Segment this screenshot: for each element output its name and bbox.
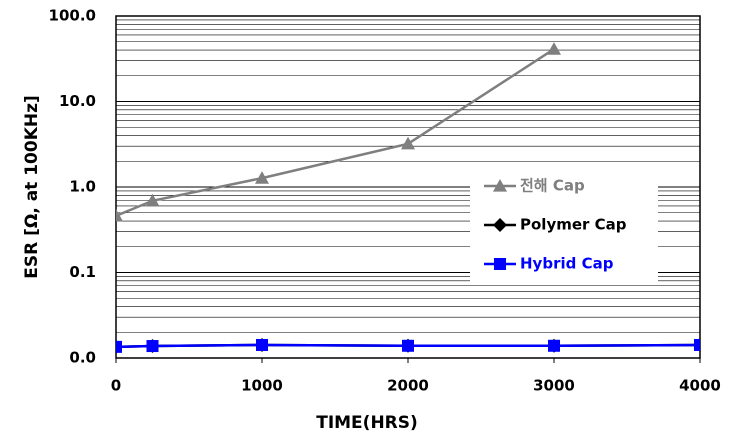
x-tick-label: 4000 bbox=[679, 377, 721, 395]
x-axis-label: TIME(HRS) bbox=[316, 413, 418, 433]
marker bbox=[547, 42, 561, 55]
marker bbox=[493, 218, 507, 232]
y-axis-label: ESR [Ω, at 100KHz] bbox=[22, 95, 42, 279]
legend-label: Polymer Cap bbox=[520, 216, 627, 234]
y-tick-label: 0.0 bbox=[69, 349, 96, 367]
y-tick-label: 10.0 bbox=[59, 92, 96, 110]
marker bbox=[145, 193, 160, 207]
marker bbox=[256, 338, 268, 351]
x-tick-label: 2000 bbox=[387, 377, 429, 395]
y-tick-label: 100.0 bbox=[49, 7, 96, 25]
marker bbox=[116, 340, 122, 353]
marker bbox=[401, 136, 415, 150]
series-line bbox=[116, 343, 700, 349]
marker bbox=[255, 171, 269, 184]
x-tick-label: 0 bbox=[111, 377, 121, 395]
x-tick-label: 1000 bbox=[241, 377, 283, 395]
legend-label: 전해 Cap bbox=[520, 177, 585, 195]
marker bbox=[694, 338, 700, 351]
x-tick-label: 3000 bbox=[533, 377, 575, 395]
marker bbox=[146, 340, 159, 353]
y-tick-label: 0.1 bbox=[69, 263, 96, 281]
marker bbox=[116, 208, 123, 222]
marker bbox=[548, 339, 560, 352]
marker bbox=[402, 339, 414, 352]
plot-layer bbox=[116, 42, 700, 354]
y-tick-label: 1.0 bbox=[69, 178, 96, 196]
legend-label: Hybrid Cap bbox=[520, 255, 614, 273]
marker bbox=[494, 258, 506, 270]
marker bbox=[493, 179, 507, 192]
